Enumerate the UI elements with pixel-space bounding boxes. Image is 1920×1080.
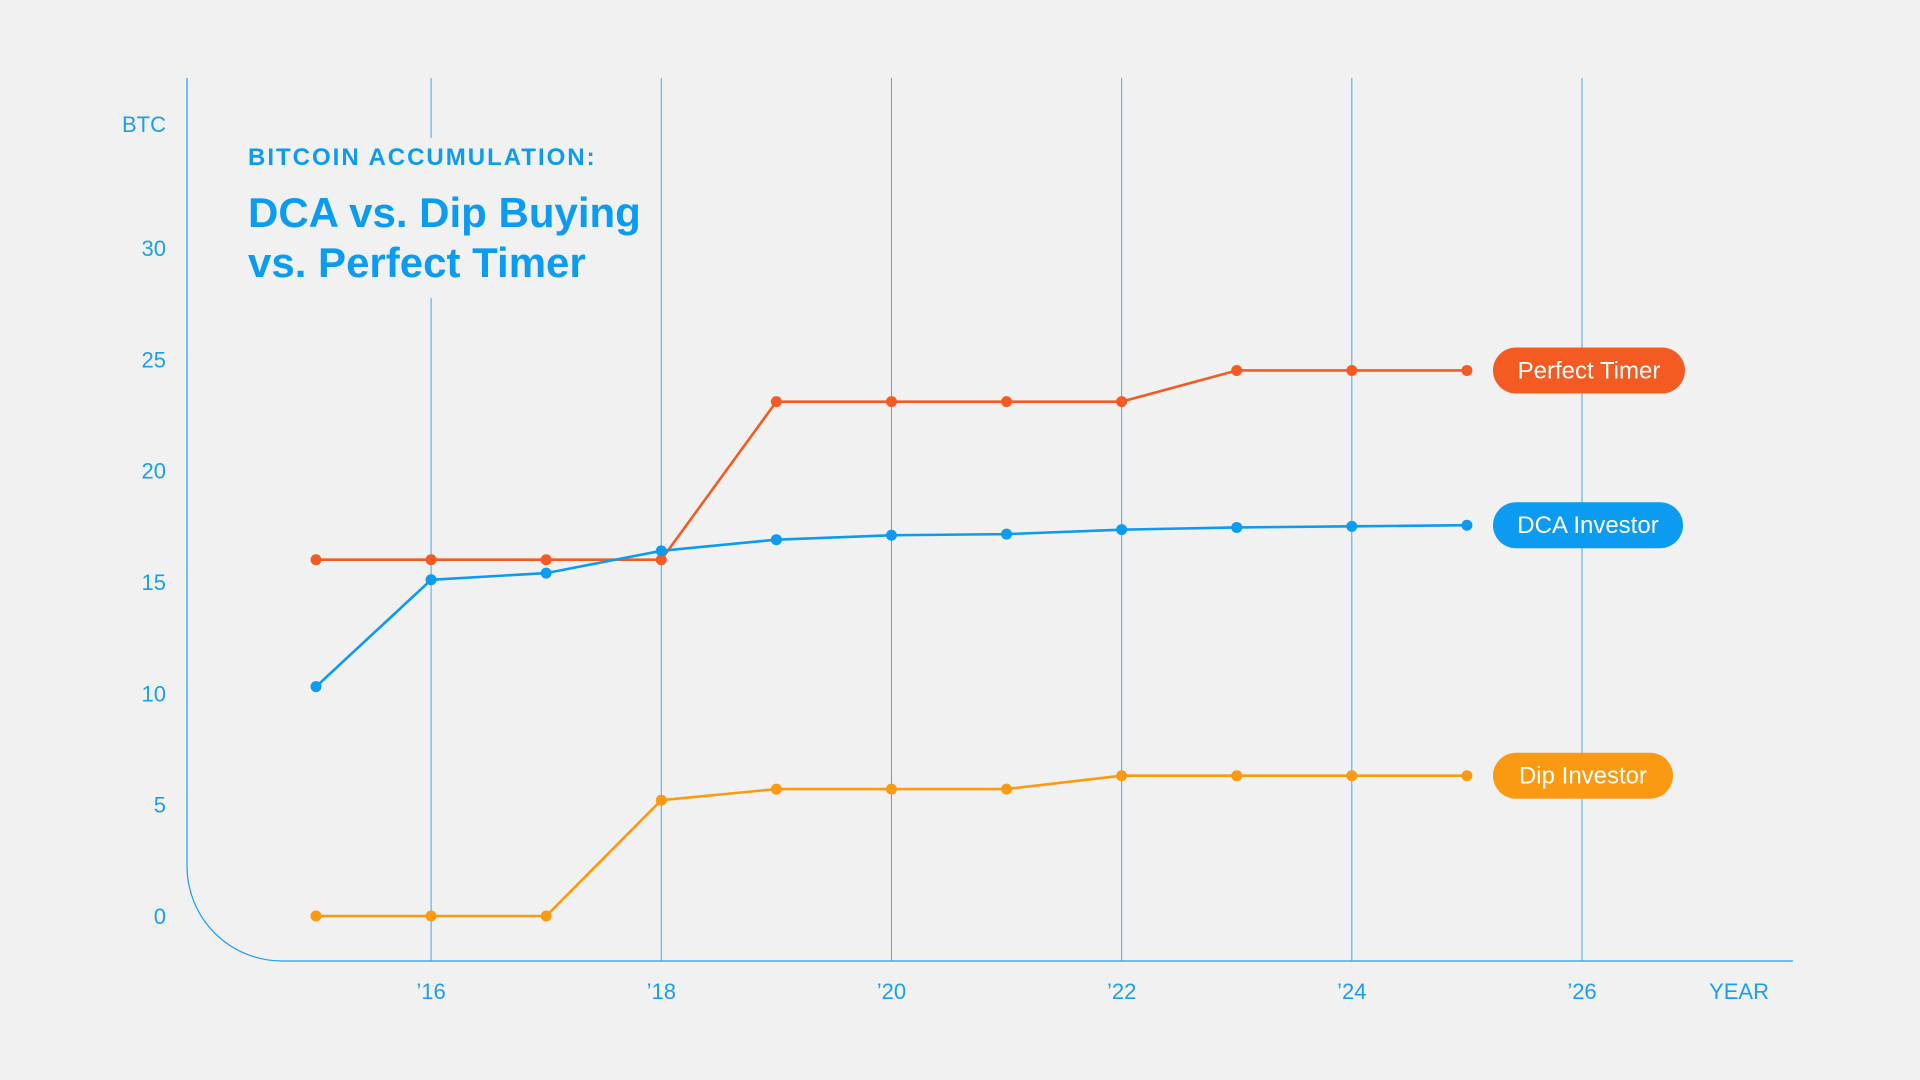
dca-investor-point	[1461, 519, 1473, 531]
x-tick-label: ’22	[1107, 979, 1136, 1004]
perfect-timer-point	[310, 554, 322, 566]
dip-investor-point	[1346, 770, 1358, 782]
dip-investor-point	[1461, 770, 1473, 782]
dca-investor-point	[540, 567, 552, 579]
y-tick-label: 20	[142, 459, 166, 484]
y-tick-label: 5	[154, 793, 166, 818]
perfect-timer-point	[425, 554, 437, 566]
dip-investor-point	[310, 910, 322, 922]
dip-investor-point	[1001, 783, 1013, 795]
perfect-timer-point	[1001, 396, 1013, 408]
title-block: BITCOIN ACCUMULATION: DCA vs. Dip Buying…	[246, 138, 652, 298]
chart-title: DCA vs. Dip Buying vs. Perfect Timer	[248, 189, 641, 286]
dca-investor-point	[1346, 520, 1358, 532]
dip-investor-point	[885, 783, 897, 795]
x-axis-label: YEAR	[1709, 979, 1769, 1004]
dca-investor-point	[655, 545, 667, 557]
dip-investor-point	[540, 910, 552, 922]
dca-investor-point	[1001, 528, 1013, 540]
y-tick-label: 15	[142, 570, 166, 595]
dca-investor-point	[770, 534, 782, 546]
dip-investor-label: Dip Investor	[1519, 763, 1647, 790]
dip-investor-point	[1231, 770, 1243, 782]
y-tick-label: 30	[142, 236, 166, 261]
perfect-timer-point	[540, 554, 552, 566]
dip-investor-point	[770, 783, 782, 795]
dca-investor-point	[1116, 524, 1128, 536]
perfect-timer-point	[1231, 364, 1243, 376]
perfect-timer-point	[655, 554, 667, 566]
dip-investor-point	[425, 910, 437, 922]
perfect-timer-label: Perfect Timer	[1518, 357, 1661, 384]
x-tick-label: ’26	[1567, 979, 1596, 1004]
perfect-timer-label-pill	[1493, 347, 1685, 394]
dca-investor-point	[885, 529, 897, 541]
dca-investor-point	[310, 681, 322, 693]
y-tick-label: 0	[154, 904, 166, 929]
axis-lines	[186, 78, 1793, 962]
y-tick-label: 25	[142, 347, 166, 372]
perfect-timer-point	[885, 396, 897, 408]
perfect-timer-point	[1461, 364, 1473, 376]
y-tick-label: 10	[142, 681, 166, 706]
dca-investor-point	[425, 574, 437, 586]
dca-investor-label-pill	[1493, 502, 1683, 549]
dca-investor-label: DCA Investor	[1517, 512, 1658, 539]
x-tick-label: ’20	[877, 979, 906, 1004]
dip-investor-label-pill	[1493, 752, 1673, 799]
dip-investor-point	[1116, 770, 1128, 782]
x-tick-label: ’18	[647, 979, 676, 1004]
perfect-timer-point	[1346, 364, 1358, 376]
dip-investor-point	[655, 794, 667, 806]
perfect-timer-point	[1116, 396, 1128, 408]
x-tick-label: ’16	[416, 979, 445, 1004]
y-axis-label: BTC	[122, 112, 166, 137]
dca-investor-point	[1231, 521, 1243, 533]
perfect-timer-point	[770, 396, 782, 408]
chart-subtitle: BITCOIN ACCUMULATION:	[248, 144, 597, 171]
x-tick-label: ’24	[1337, 979, 1366, 1004]
